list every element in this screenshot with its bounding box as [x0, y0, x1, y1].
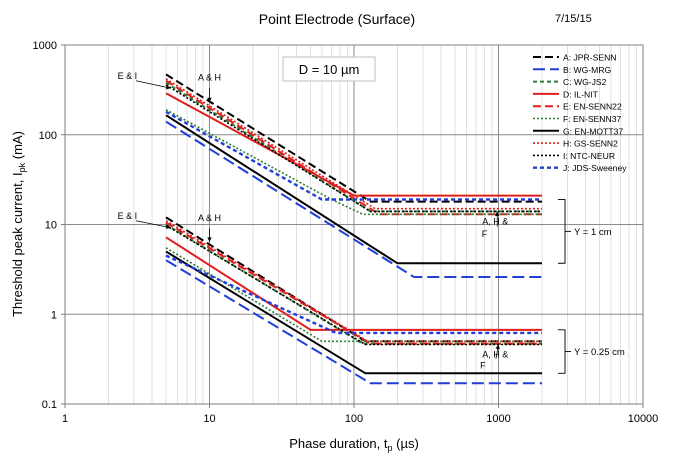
annotation-arrow	[135, 80, 171, 89]
x-tick-label: 10	[203, 413, 215, 425]
x-tick-label: 1000	[486, 413, 510, 425]
y-axis-label-tail: (mA)	[10, 131, 25, 163]
legend-label: A: JPR-SENN	[563, 53, 616, 63]
series-line-b-upper	[165, 120, 542, 278]
bracket-label: Y = 1 cm	[574, 227, 612, 238]
y-tick-label: 10	[45, 220, 57, 232]
x-axis-label-sub: p	[388, 443, 393, 453]
legend-label: B: WG-MRG	[563, 65, 612, 75]
legend-label: D: IL-NIT	[563, 89, 599, 99]
tick-layer: 1 10 100 1000 10000 1000 100 10 1 0.1	[33, 40, 659, 425]
y-tick-label: 100	[39, 130, 57, 142]
x-axis-label: Phase duration, tp (µs)	[289, 436, 419, 453]
annotation-arrow	[135, 220, 171, 229]
annotation-label: A, H &	[482, 217, 508, 227]
annotation-arrowhead	[165, 224, 171, 229]
series-line-a-upper	[165, 73, 542, 203]
series-line-g-upper	[165, 114, 542, 265]
series-line-j-lower	[165, 254, 542, 335]
y-tick-label: 0.1	[42, 399, 57, 411]
chart-date: 7/15/15	[555, 13, 592, 25]
annotation-arrowhead	[495, 211, 500, 216]
annotation-label: E & I	[118, 211, 138, 221]
bracket-layer: Y = 1 cm Y = 0.25 cm	[558, 199, 625, 374]
x-tick-label: 100	[345, 413, 363, 425]
annotation-arrowhead	[495, 344, 500, 350]
legend-label: C: WG-JS2	[563, 77, 607, 87]
annotation-label: A & H	[198, 73, 221, 83]
bracket-label: Y = 0.25 cm	[574, 347, 625, 358]
annotation-arrowhead	[165, 85, 171, 90]
d-annotation-box: D = 10 µm	[282, 56, 376, 82]
annotation-label: F	[482, 229, 488, 239]
annotation-label: F	[480, 360, 486, 370]
legend-label: J: JDS-Sweeney	[563, 163, 627, 173]
chart-title: Point Electrode (Surface)	[259, 11, 415, 27]
x-axis-label-main: Phase duration, t	[289, 436, 388, 451]
series-line-h-upper	[165, 78, 542, 210]
series-line-g-lower	[165, 250, 542, 375]
legend-label: G: EN-MOTT37	[563, 126, 623, 136]
annotation-arrowhead	[207, 97, 212, 103]
annotation-label: A, H &	[482, 349, 508, 359]
x-tick-label: 1	[62, 413, 68, 425]
series-line-e-upper	[165, 79, 542, 216]
annotation-label: A & H	[198, 213, 221, 223]
series-layer	[165, 73, 542, 385]
annotation-arrowhead	[207, 237, 212, 242]
legend-label: F: EN-SENN37	[563, 114, 621, 124]
series-line-e-lower	[165, 221, 542, 345]
legend-label: I: NTC-NEUR	[563, 151, 615, 161]
y-axis-label-sub: pk	[17, 162, 27, 172]
x-axis-label-tail: (µs)	[393, 436, 419, 451]
series-line-i-lower	[165, 224, 542, 346]
legend: A: JPR-SENN B: WG-MRG C: WG-JS2 D: IL-NIT E:…	[533, 53, 627, 173]
y-tick-label: 1	[51, 309, 57, 321]
legend-label: H: GS-SENN2	[563, 139, 618, 149]
series-line-b-lower	[165, 259, 542, 385]
x-tick-label: 10000	[628, 413, 659, 425]
series-line-d-lower	[165, 236, 542, 331]
d-annotation-frame	[282, 56, 376, 82]
y-axis-label-main: Threshold peak current, I	[10, 172, 25, 317]
d-annotation-text: D = 10 µm	[299, 62, 360, 77]
series-line-j-upper	[165, 110, 542, 201]
y-tick-label: 1000	[33, 40, 57, 52]
annotation-label: E & I	[118, 71, 138, 81]
y-axis-label: Threshold peak current, Ipk (mA)	[10, 131, 27, 317]
legend-label: E: EN-SENN22	[563, 102, 622, 112]
series-line-i-upper	[165, 84, 542, 213]
series-line-f-upper	[165, 108, 542, 216]
